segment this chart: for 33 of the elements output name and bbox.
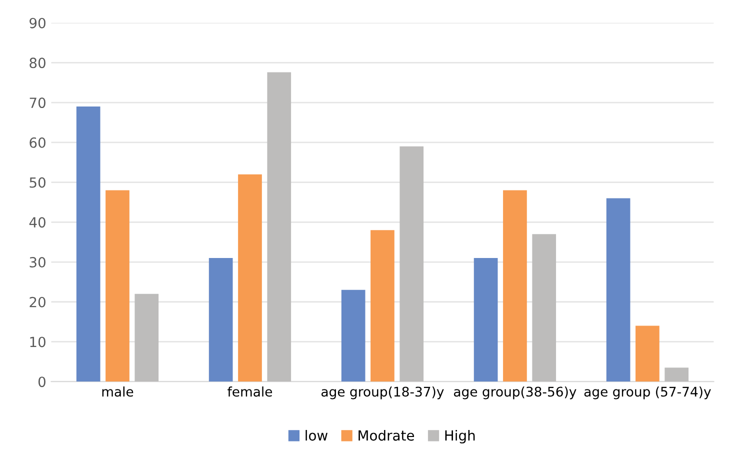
bar xyxy=(134,294,159,382)
x-tick-label: male xyxy=(102,386,134,397)
y-tick-label: 30 xyxy=(30,256,46,268)
bar xyxy=(474,258,498,382)
legend-label: High xyxy=(445,430,475,444)
bar xyxy=(208,258,233,382)
y-tick-label: 80 xyxy=(30,58,46,68)
bar xyxy=(503,190,527,382)
y-tick-label: 60 xyxy=(30,137,46,148)
y-tick-label: 50 xyxy=(30,177,46,188)
bar xyxy=(664,368,689,382)
y-tick-label: 20 xyxy=(30,296,46,308)
bar xyxy=(636,326,660,382)
bar xyxy=(106,190,130,382)
y-tick-label: 70 xyxy=(30,98,46,108)
bar xyxy=(76,106,100,382)
y-tick-label: 10 xyxy=(30,336,46,348)
x-tick-label: age group(18-37)y xyxy=(321,386,444,400)
y-tick-label: 90 xyxy=(30,18,46,28)
x-tick-label: age group(38-56)y xyxy=(454,386,576,400)
legend-label: low xyxy=(306,430,328,441)
x-tick-label: female xyxy=(228,386,272,397)
bar xyxy=(532,234,556,382)
bar xyxy=(400,146,424,382)
bar xyxy=(341,290,366,382)
bar xyxy=(606,198,630,382)
y-tick-label: 40 xyxy=(29,217,46,228)
bar xyxy=(267,72,292,382)
bar xyxy=(238,174,262,382)
legend-label: Modrate xyxy=(358,430,414,441)
x-tick-label: age group (57-74)y xyxy=(584,386,711,400)
bar xyxy=(370,230,394,382)
y-tick-label: 0 xyxy=(38,376,46,388)
